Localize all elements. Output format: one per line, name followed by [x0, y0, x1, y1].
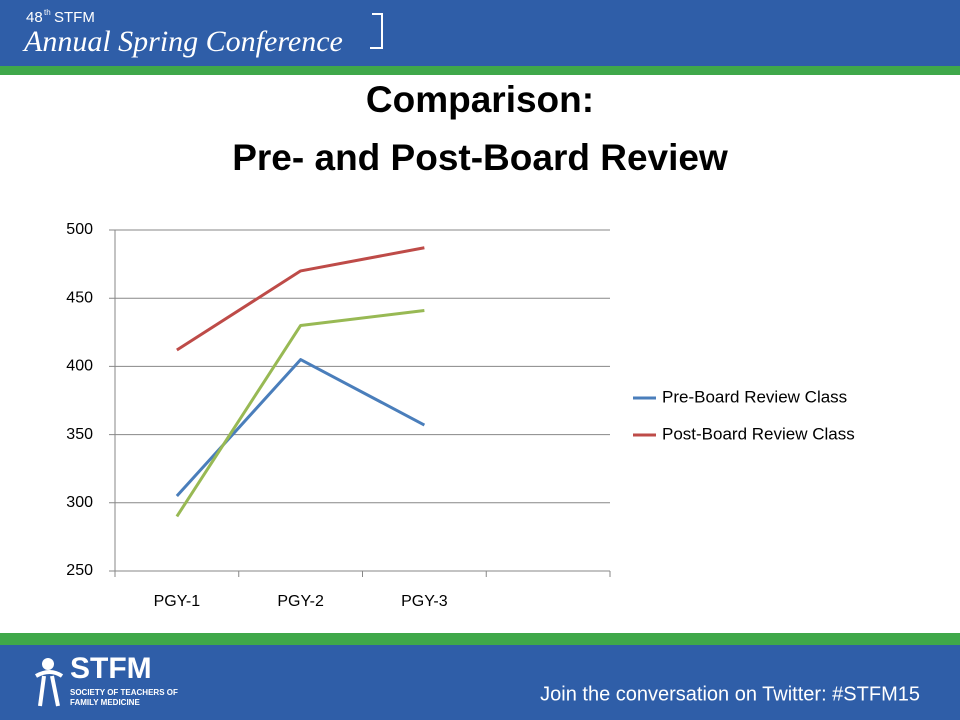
footer-band [0, 645, 960, 720]
y-tick-label: 250 [66, 562, 93, 579]
footer-stripe [0, 633, 960, 645]
header-org: STFM [54, 9, 95, 26]
y-tick-label: 400 [66, 358, 93, 375]
header-conference: Annual Spring Conference [22, 25, 343, 58]
header-bracket [370, 13, 383, 49]
y-tick-label: 500 [66, 221, 93, 238]
logo-icon [42, 658, 54, 670]
y-tick-label: 300 [66, 494, 93, 511]
y-tick-label: 350 [66, 426, 93, 443]
header-stripe [0, 66, 960, 75]
data-line [176, 246, 425, 352]
header-edition-suffix: th [44, 8, 51, 17]
y-tick-label: 450 [66, 289, 93, 306]
header-band [0, 0, 960, 66]
legend-label: Post-Board Review Class [662, 424, 855, 443]
data-line [175, 308, 425, 518]
footer-society: SOCIETY OF TEACHERS OF [70, 688, 178, 697]
chart-title: Pre- and Post-Board Review [232, 137, 728, 178]
legend-label: Pre-Board Review Class [662, 387, 847, 406]
logo-icon [35, 670, 64, 707]
chart: 250 300 350 400 450 500 PGY-1 PGY-2 PGY-3 Pre-Boa… [66, 221, 854, 610]
header-edition: 48 [26, 9, 43, 26]
footer-society: FAMILY MEDICINE [70, 698, 140, 707]
x-tick-label: PGY-3 [401, 593, 448, 610]
x-tick-label: PGY-1 [154, 593, 201, 610]
chart-title: Comparison: [366, 79, 594, 120]
footer-tagline: Join the conversation on Twitter: #STFM1… [540, 683, 920, 705]
x-tick-label: PGY-2 [277, 593, 324, 610]
footer-logo: STFM [70, 652, 152, 685]
